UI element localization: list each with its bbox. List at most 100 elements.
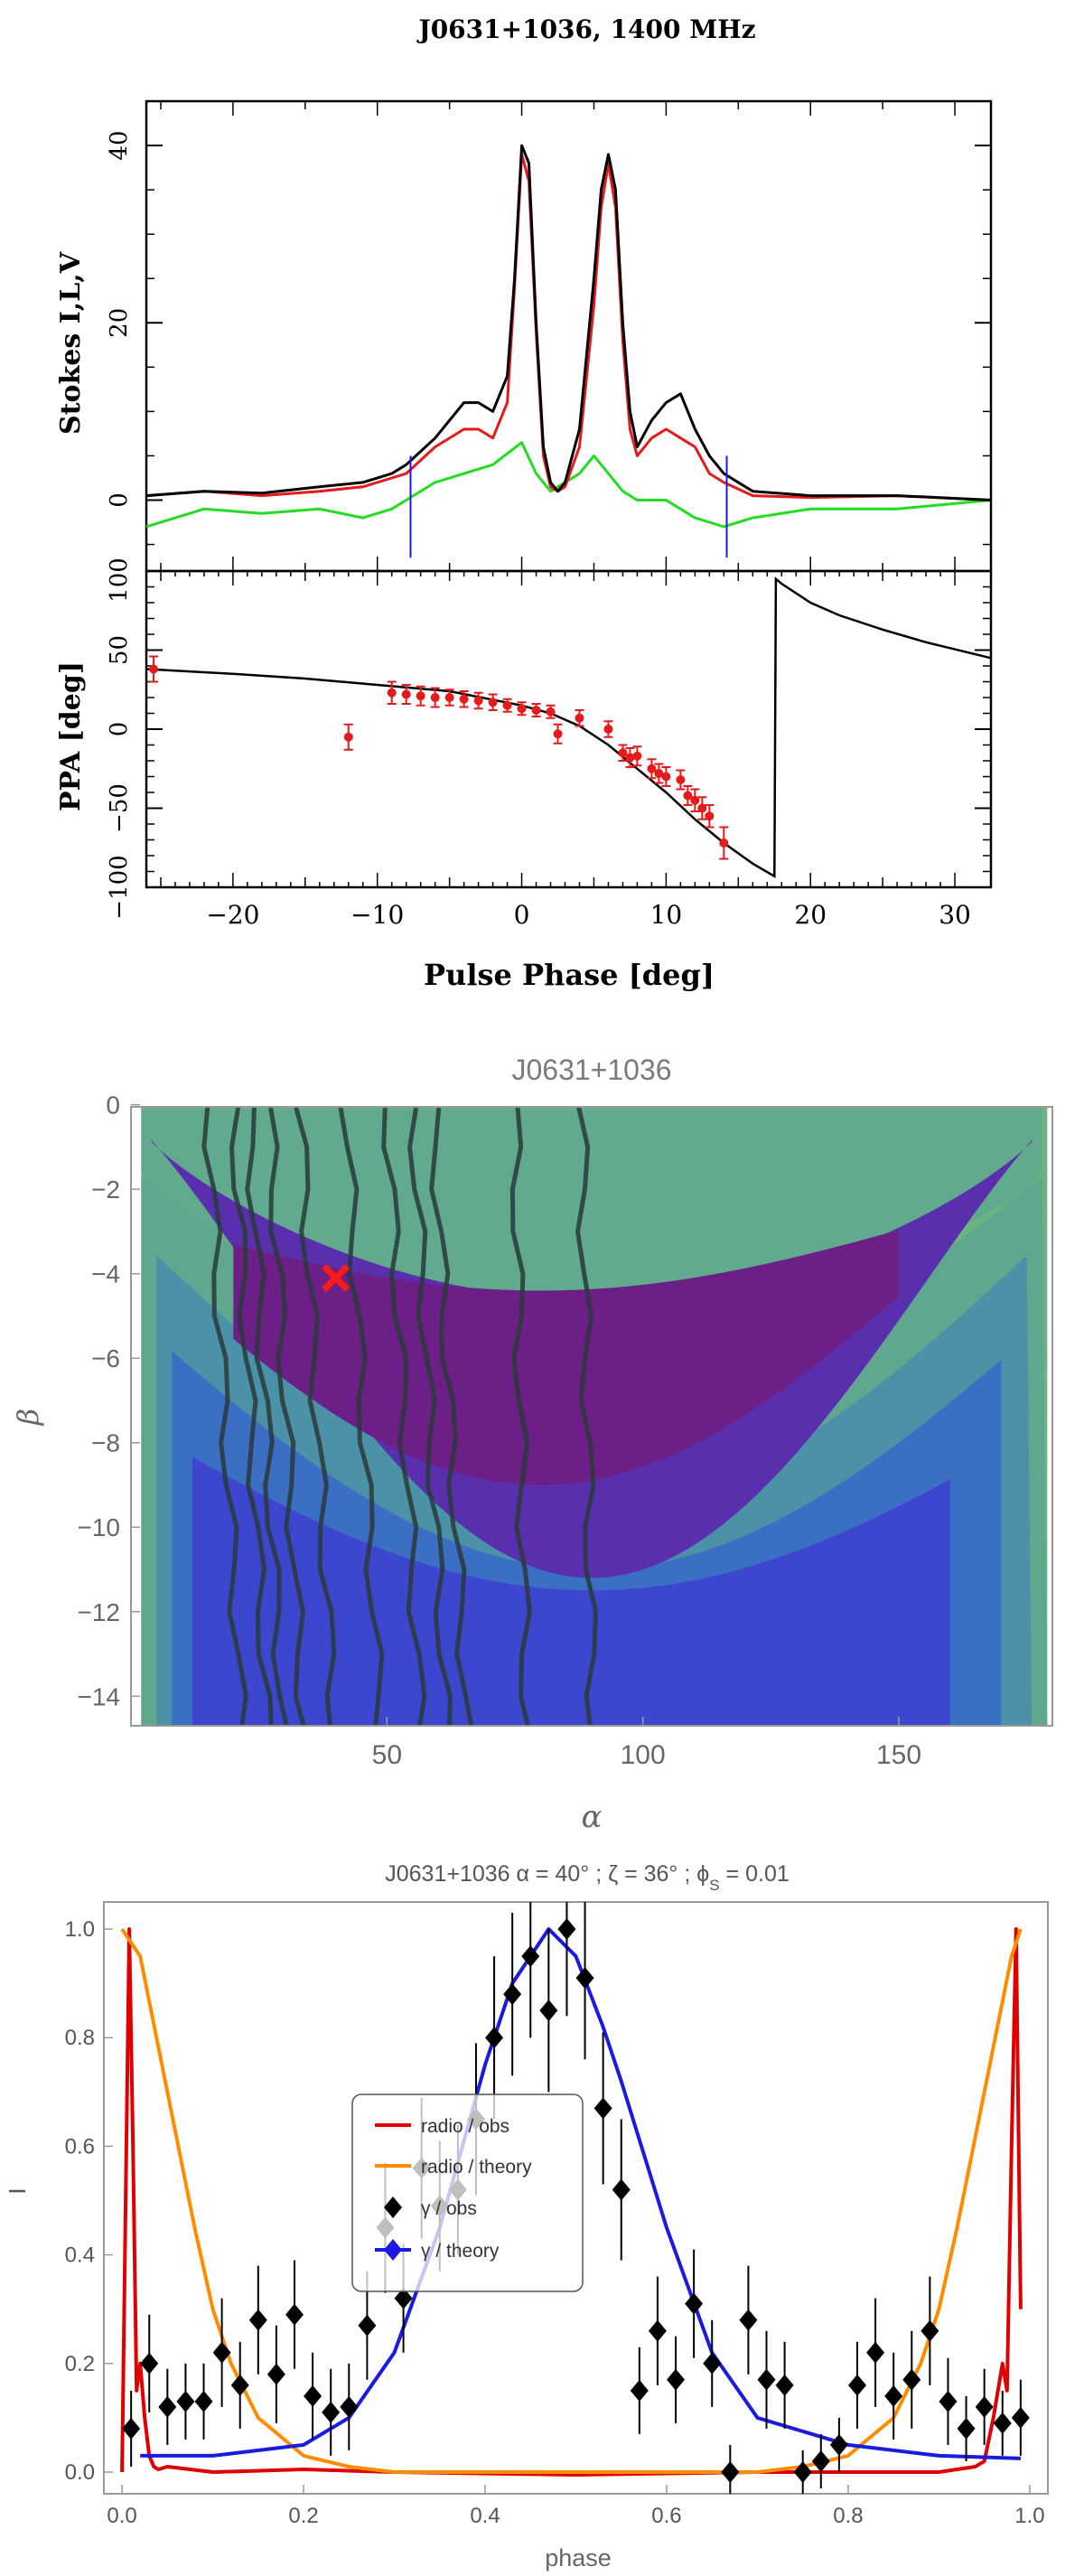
map-contour [293, 1107, 337, 1726]
map-ticks: 0 −2 −4 −6 −8 −10 −12 −14 50 100 150 [78, 1091, 922, 1770]
ppa-point [683, 791, 693, 801]
gamma-obs-point [975, 2395, 994, 2418]
gamma-obs-point [957, 2417, 976, 2440]
map-contour [407, 1107, 453, 1726]
gamma-obs-point [612, 2178, 631, 2201]
gamma-obs-point [630, 2379, 649, 2402]
ppa-point [387, 688, 397, 698]
ppa-plot [145, 576, 992, 878]
ppa-x-tick-label: 20 [794, 900, 827, 930]
gamma-obs-point [394, 2287, 413, 2309]
lightcurve-legend: radio / obs radio / theory γ / obs γ / t… [351, 2094, 584, 2292]
map-contour [429, 1107, 474, 1726]
ppa-point [343, 732, 353, 742]
lightcurve-y-axis-label: I [4, 2187, 31, 2194]
ppa-point [625, 753, 635, 763]
lc-x-tick-label: 1.0 [1014, 2504, 1044, 2528]
profile-y-tick-label: 40 [106, 131, 133, 161]
gamma-obs-point [521, 1945, 540, 1968]
gamma-obs-point [485, 2027, 504, 2049]
map-y-tick-label: −10 [78, 1513, 121, 1541]
best-fit-marker [322, 1263, 350, 1292]
ppa-point [488, 698, 498, 707]
gamma-obs-point [757, 2368, 776, 2391]
lc-series-radio-obs [120, 1927, 1023, 2477]
map-contour [267, 1107, 306, 1726]
ppa-point [647, 763, 657, 773]
map-contour [381, 1107, 427, 1726]
map-x-tick-label: 150 [876, 1740, 921, 1770]
ppa-point [553, 729, 563, 739]
map-plot [141, 1107, 1048, 1726]
gamma-obs-point [739, 2309, 758, 2331]
ppa-point [661, 772, 671, 782]
ppa-point [705, 811, 715, 821]
profile-ticks: 0 20 40 100 [106, 100, 991, 603]
lc-x-tick-label: 0.8 [833, 2504, 863, 2528]
gamma-obs-point [775, 2374, 794, 2396]
lc-y-tick-label: 1.0 [65, 1917, 95, 1942]
profile-lines [145, 144, 992, 558]
map-contour [201, 1107, 248, 1726]
lightcurve-ticks: 0.0 0.2 0.4 0.6 0.8 1.0 0.0 0.2 0.4 0.6 0.8 1.0 [65, 1917, 1045, 2528]
ppa-y-tick-label: 50 [106, 635, 133, 665]
map-x-tick-label: 100 [621, 1740, 666, 1770]
map-x-axis-label: α [582, 1799, 603, 1835]
lightcurve-frame [103, 1901, 1049, 2495]
lightcurve-x-axis-label: phase [545, 2544, 612, 2571]
lc-y-tick-label: 0.8 [65, 2026, 95, 2050]
legend-swatch-gamma-obs [384, 2197, 402, 2218]
ppa-point [690, 795, 700, 805]
profile-y-tick-label: 20 [106, 308, 133, 338]
ppa-point [632, 751, 642, 761]
map-y-tick-label: −4 [91, 1260, 120, 1288]
legend-swatch-gamma-theory-marker [384, 2239, 402, 2261]
gamma-obs-point [593, 2097, 612, 2120]
top-title: J0631+1036, 1400 MHz [416, 14, 755, 44]
gamma-obs-point [667, 2368, 686, 2391]
map-y-tick-label: −6 [91, 1344, 120, 1372]
gamma-obs-point [884, 2384, 903, 2407]
ppa-point [473, 696, 483, 706]
ppa-point [603, 725, 613, 734]
profile-series-V [145, 441, 992, 529]
gamma-obs-point [993, 2412, 1012, 2434]
gamma-obs-point [230, 2374, 249, 2396]
map-frame [130, 1106, 1053, 1727]
gamma-obs-point [721, 2460, 740, 2483]
ppa-point [148, 664, 158, 674]
ppa-point [517, 704, 527, 714]
map-contour [245, 1107, 289, 1726]
ppa-y-tick-label: −100 [106, 855, 133, 919]
ppa-point [531, 706, 541, 715]
gamma-obs-point [176, 2390, 195, 2412]
ppa-x-tick-label: 10 [650, 900, 683, 930]
map-y-tick-label: −8 [91, 1429, 120, 1457]
ppa-x-axis-label: Pulse Phase [deg] [424, 958, 715, 992]
gamma-obs-point [503, 1983, 522, 2006]
gamma-obs-point [322, 2401, 341, 2423]
gamma-obs-point [266, 2363, 285, 2385]
ppa-point [444, 693, 454, 702]
map-y-tick-label: −12 [78, 1598, 121, 1626]
lc-y-tick-label: 0.0 [65, 2460, 95, 2485]
lc-x-tick-label: 0.4 [470, 2504, 500, 2528]
profile-top-tick-label: 100 [106, 557, 133, 603]
map-contour [575, 1107, 599, 1726]
profile-panel-frame [145, 99, 993, 573]
gamma-obs-point [358, 2314, 377, 2337]
ppa-point [654, 769, 664, 778]
gamma-obs-point [340, 2395, 359, 2418]
legend-label-radio-obs: radio / obs [421, 2116, 509, 2137]
gamma-obs-point [866, 2341, 885, 2364]
ppa-point [697, 803, 707, 813]
map-y-tick-label: −2 [91, 1176, 120, 1204]
legend-box [351, 2094, 584, 2292]
profile-y-tick-label: 0 [106, 492, 133, 508]
profile-y-axis-label: Stokes I,L,V [55, 251, 87, 435]
gamma-obs-point [304, 2384, 322, 2407]
lc-x-tick-label: 0.0 [107, 2504, 136, 2528]
ppa-point [416, 691, 425, 701]
